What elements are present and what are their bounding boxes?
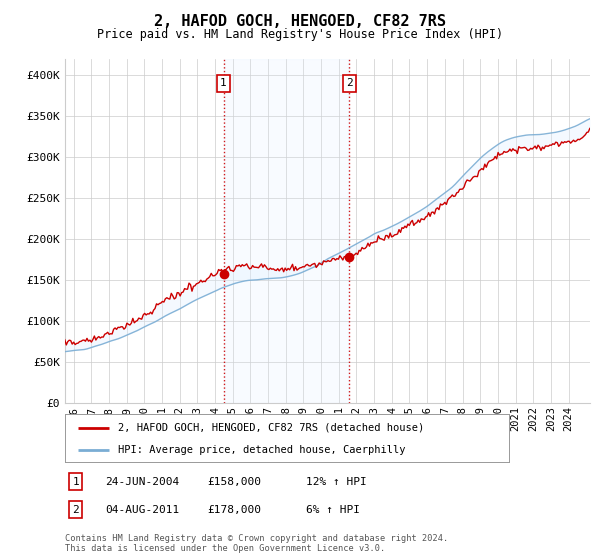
Text: £178,000: £178,000: [207, 505, 261, 515]
Text: 1: 1: [72, 477, 79, 487]
Text: 2: 2: [72, 505, 79, 515]
Text: 6% ↑ HPI: 6% ↑ HPI: [306, 505, 360, 515]
Bar: [224, 59, 349, 403]
Text: HPI: Average price, detached house, Caerphilly: HPI: Average price, detached house, Caer…: [118, 445, 406, 455]
Text: Price paid vs. HM Land Registry's House Price Index (HPI): Price paid vs. HM Land Registry's House …: [97, 28, 503, 41]
Text: Contains HM Land Registry data © Crown copyright and database right 2024.
This d: Contains HM Land Registry data © Crown c…: [65, 534, 448, 553]
Text: 2, HAFOD GOCH, HENGOED, CF82 7RS (detached house): 2, HAFOD GOCH, HENGOED, CF82 7RS (detach…: [118, 423, 424, 433]
Text: 2, HAFOD GOCH, HENGOED, CF82 7RS: 2, HAFOD GOCH, HENGOED, CF82 7RS: [154, 14, 446, 29]
Text: £158,000: £158,000: [207, 477, 261, 487]
Text: 2: 2: [346, 78, 353, 88]
Text: 24-JUN-2004: 24-JUN-2004: [105, 477, 179, 487]
Text: 1: 1: [220, 78, 227, 88]
Text: 04-AUG-2011: 04-AUG-2011: [105, 505, 179, 515]
Text: 12% ↑ HPI: 12% ↑ HPI: [306, 477, 367, 487]
